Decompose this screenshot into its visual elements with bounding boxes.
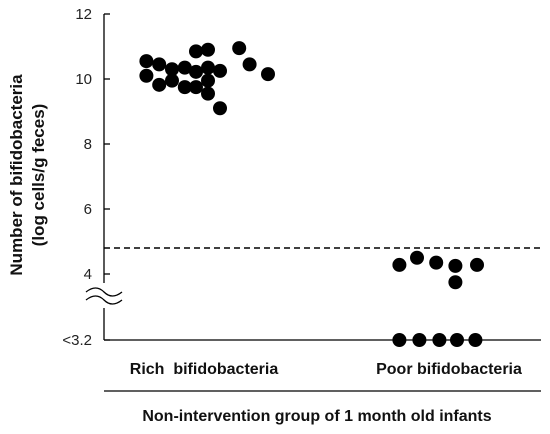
data-point-17 <box>232 41 247 56</box>
data-point-20 <box>392 257 407 272</box>
data-point-3 <box>152 77 167 92</box>
data-point-27 <box>412 333 427 347</box>
y-tick-label-0: 12 <box>75 6 92 23</box>
data-point-4 <box>165 62 179 77</box>
data-point-16 <box>213 101 227 116</box>
data-point-21 <box>410 250 424 265</box>
y-tick-label-4: 4 <box>84 266 92 283</box>
x-axis: Rich bifidobacteria Poor bifidobacteria … <box>104 361 541 425</box>
data-point-11 <box>201 42 215 57</box>
y-axis-title: Number of bifidobacteria (log cells/g fe… <box>7 74 48 276</box>
y-tick-label-3: 6 <box>84 201 92 218</box>
data-point-7 <box>177 80 192 95</box>
y-tick-label-1: 10 <box>75 71 92 88</box>
data-point-6 <box>177 60 192 75</box>
data-point-30 <box>468 333 483 347</box>
data-point-14 <box>201 86 215 101</box>
y-axis-title-line1: Number of bifidobacteria <box>7 74 26 276</box>
data-point-28 <box>432 333 447 347</box>
y-tick-label-5: <3.2 <box>62 332 92 349</box>
data-point-12 <box>201 60 215 75</box>
data-point-10 <box>189 80 203 95</box>
data-point-15 <box>213 63 227 78</box>
category-label-rich: Rich bifidobacteria <box>130 361 279 378</box>
y-tick-label-2: 8 <box>84 136 92 153</box>
data-point-19 <box>261 67 275 82</box>
y-axis-title-line2: (log cells/g feces) <box>29 104 48 247</box>
data-point-13 <box>201 73 215 88</box>
group-label: Non-intervention group of 1 month old in… <box>142 408 491 425</box>
data-point-26 <box>392 333 407 347</box>
y-axis: 12 10 8 6 4 <3.2 <box>62 6 541 349</box>
data-point-18 <box>242 57 257 72</box>
data-point-24 <box>448 275 463 290</box>
data-point-25 <box>470 257 484 272</box>
axis-break-mark-upper <box>85 287 123 297</box>
data-point-22 <box>429 255 444 270</box>
data-points <box>139 41 484 347</box>
data-point-9 <box>189 64 203 79</box>
data-point-5 <box>165 73 179 88</box>
data-point-1 <box>139 68 154 83</box>
data-point-29 <box>450 333 464 347</box>
data-point-0 <box>139 54 154 69</box>
data-point-2 <box>152 57 167 72</box>
axis-break-mark-lower <box>85 295 123 305</box>
data-point-8 <box>189 44 203 59</box>
data-point-23 <box>448 258 463 273</box>
category-label-poor: Poor bifidobacteria <box>376 361 522 378</box>
